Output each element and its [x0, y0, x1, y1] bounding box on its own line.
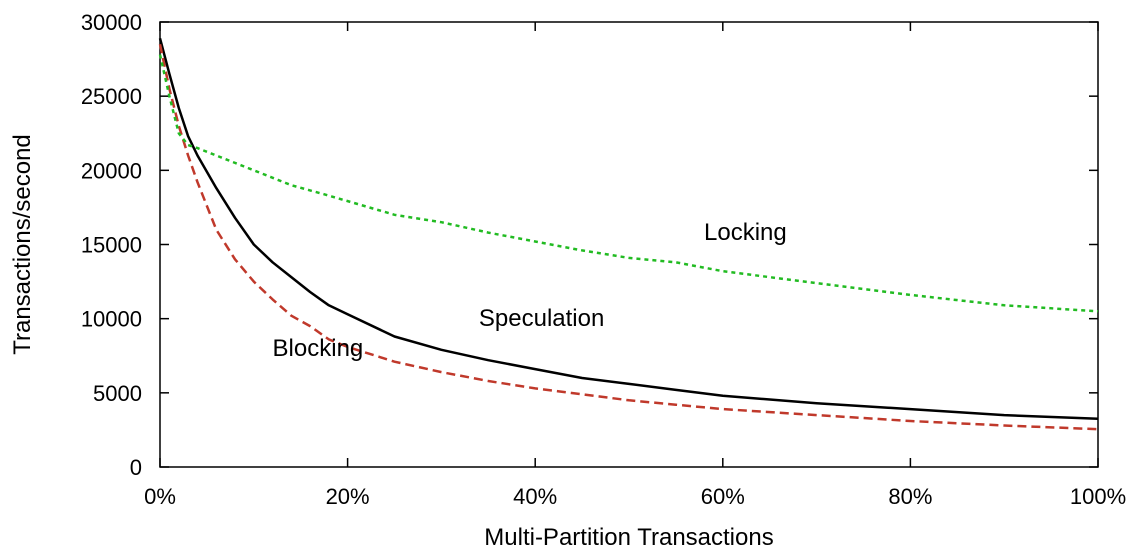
series-line-blocking — [158, 44, 1099, 431]
y-axis-label: Transactions/second — [9, 134, 36, 355]
y-tick-label: 10000 — [81, 307, 142, 332]
series-labels: Speculation Blocking Locking — [273, 219, 787, 362]
x-tick-label: 40% — [513, 484, 557, 509]
series-lines — [158, 37, 1099, 431]
x-tick-label: 20% — [326, 484, 370, 509]
y-tick-label: 5000 — [93, 381, 142, 406]
y-tick-label: 30000 — [81, 10, 142, 35]
y-tick-label: 20000 — [81, 158, 142, 183]
x-axis-ticks: 0% 20% 40% 60% 80% 100% — [144, 22, 1126, 509]
x-tick-label: 80% — [888, 484, 932, 509]
series-label-locking: Locking — [704, 219, 787, 246]
x-axis-label: Multi-Partition Transactions — [484, 524, 773, 551]
x-tick-label: 100% — [1070, 484, 1126, 509]
series-line-locking — [158, 54, 1099, 313]
y-tick-label: 0 — [130, 455, 142, 480]
series-label-speculation: Speculation — [479, 305, 604, 332]
y-tick-label: 15000 — [81, 233, 142, 258]
y-axis-ticks: 0 5000 10000 15000 20000 25000 30000 — [81, 10, 1098, 480]
series-line-speculation — [158, 37, 1099, 421]
x-tick-label: 0% — [144, 484, 176, 509]
y-tick-label: 25000 — [81, 84, 142, 109]
x-tick-label: 60% — [701, 484, 745, 509]
series-label-blocking: Blocking — [273, 335, 364, 362]
